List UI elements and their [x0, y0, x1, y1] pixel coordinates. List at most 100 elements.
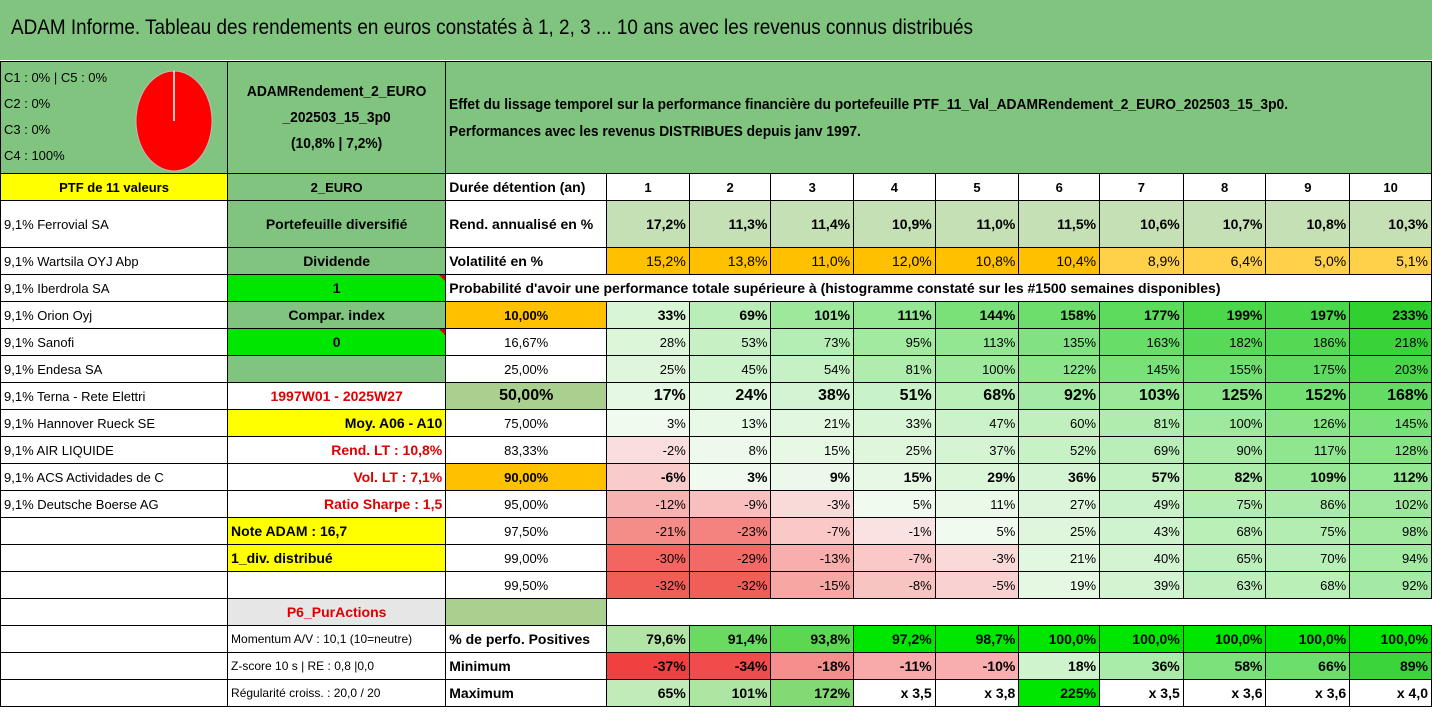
- min-label: Minimum: [445, 652, 608, 680]
- empty-cell: [0, 544, 229, 572]
- probability-value: 43%: [1099, 517, 1184, 545]
- probability-value: 86%: [1265, 490, 1351, 518]
- probability-row: 9,1% Terna - Rete Elettri 1997W01 - 2025W…: [0, 382, 1432, 410]
- probability-value: 11%: [934, 490, 1020, 518]
- probability-value: 100%: [934, 355, 1020, 383]
- holding-name: 9,1% Sanofi: [0, 328, 229, 356]
- holding-name: 9,1% Wartsila OYJ Abp: [0, 247, 229, 275]
- allocation-pie-chart: [135, 70, 213, 171]
- holding-name: 9,1% AIR LIQUIDE: [0, 436, 229, 464]
- probability-value: 15%: [853, 463, 936, 491]
- summary-metric: 1997W01 - 2025W27: [227, 382, 447, 410]
- probability-value: 199%: [1182, 301, 1267, 329]
- probability-value: 92%: [1018, 382, 1101, 410]
- summary-metric: Note ADAM : 16,7: [227, 517, 447, 545]
- summary-metric: [227, 355, 447, 383]
- probability-threshold: 16,67%: [445, 328, 608, 356]
- probability-value: 49%: [1099, 490, 1184, 518]
- min-value: 58%: [1182, 652, 1267, 680]
- year-header: 2: [688, 173, 772, 201]
- annualized-return-value: 10,3%: [1349, 200, 1432, 248]
- year-header: 8: [1182, 173, 1267, 201]
- probability-value: 81%: [1099, 409, 1184, 437]
- probability-value: 98%: [1349, 517, 1432, 545]
- max-value: x 4,0: [1349, 679, 1432, 707]
- summary-metric: Dividende: [227, 247, 447, 275]
- max-value: x 3,6: [1265, 679, 1351, 707]
- probability-value: 144%: [934, 301, 1020, 329]
- probability-value: 102%: [1349, 490, 1432, 518]
- probability-value: 100%: [1182, 409, 1267, 437]
- empty-cell: [0, 625, 229, 653]
- max-value: x 3,6: [1182, 679, 1267, 707]
- probability-value: 75%: [1182, 490, 1267, 518]
- probability-value: 125%: [1182, 382, 1267, 410]
- probability-value: 17%: [606, 382, 690, 410]
- probability-value: 8%: [688, 436, 772, 464]
- volatility-value: 5,0%: [1265, 247, 1351, 275]
- probability-value: 92%: [1349, 571, 1432, 599]
- probability-threshold: 99,00%: [445, 544, 608, 572]
- holding-name: 9,1% Deutsche Boerse AG: [0, 490, 229, 518]
- max-value: x 3,5: [1099, 679, 1184, 707]
- min-value: -11%: [853, 652, 936, 680]
- probability-value: -6%: [606, 463, 690, 491]
- probability-value: -7%: [770, 517, 855, 545]
- probability-value: -1%: [853, 517, 936, 545]
- probability-value: 94%: [1349, 544, 1432, 572]
- max-value: 101%: [688, 679, 772, 707]
- probability-value: 182%: [1182, 328, 1267, 356]
- year-header: 3: [770, 173, 855, 201]
- probability-title-row: 9,1% Iberdrola SA 1 Probabilité d'avoir un…: [0, 274, 1432, 302]
- probability-value: 168%: [1349, 382, 1432, 410]
- probability-value: 37%: [934, 436, 1020, 464]
- probability-threshold: 99,50%: [445, 571, 608, 599]
- summary-metric: Momentum A/V : 10,1 (10=neutre): [227, 625, 447, 653]
- probability-value: 75%: [1265, 517, 1351, 545]
- probability-value: 186%: [1265, 328, 1351, 356]
- currency-label: 2_EURO: [227, 173, 447, 201]
- probability-value: 177%: [1099, 301, 1184, 329]
- max-label: Maximum: [445, 679, 608, 707]
- probability-value: -9%: [688, 490, 772, 518]
- summary-metric: Ratio Sharpe : 1,5: [227, 490, 447, 518]
- probability-value: 15%: [770, 436, 855, 464]
- probability-row: 1_div. distribué 99,00% -30% -29% -13% -7% -3%…: [0, 544, 1432, 572]
- pos-value: 100,0%: [1349, 625, 1432, 653]
- volatility-value: 11,0%: [770, 247, 855, 275]
- pos-value: 100,0%: [1099, 625, 1184, 653]
- max-value: 172%: [770, 679, 855, 707]
- summary-metric: 0: [227, 328, 447, 356]
- annualized-return-value: 10,7%: [1182, 200, 1267, 248]
- year-header: 4: [853, 173, 936, 201]
- asset-class-line: C1 : 0% | C5 : 0%: [4, 69, 108, 85]
- probability-value: 9%: [770, 463, 855, 491]
- probability-value: 101%: [770, 301, 855, 329]
- portfolio-name-line: _202503_15_3p0: [282, 108, 391, 126]
- probability-value: 152%: [1265, 382, 1351, 410]
- probability-value: 82%: [1182, 463, 1267, 491]
- probability-value: -32%: [688, 571, 772, 599]
- probability-value: 13%: [688, 409, 772, 437]
- probability-value: -23%: [688, 517, 772, 545]
- probability-value: 53%: [688, 328, 772, 356]
- probability-value: 68%: [934, 382, 1020, 410]
- asset-class-block: C1 : 0% | C5 : 0% C2 : 0% C3 : 0% C4 : 100%: [0, 61, 229, 174]
- volatility-row: 9,1% Wartsila OYJ Abp Dividende Volatilité…: [0, 247, 1432, 275]
- year-header: 6: [1018, 173, 1101, 201]
- probability-value: 112%: [1349, 463, 1432, 491]
- holding-name: 9,1% Endesa SA: [0, 355, 229, 383]
- info-row: C1 : 0% | C5 : 0% C2 : 0% C3 : 0% C4 : 100%…: [0, 61, 1432, 174]
- probability-value: -3%: [934, 544, 1020, 572]
- probability-value: 90%: [1182, 436, 1267, 464]
- holding-name: 9,1% Orion Oyj: [0, 301, 229, 329]
- effect-description: Effet du lissage temporel sur la perform…: [445, 61, 1432, 174]
- probability-value: 233%: [1349, 301, 1432, 329]
- annualized-return-value: 11,0%: [934, 200, 1020, 248]
- probability-title: Probabilité d'avoir une performance tota…: [445, 274, 1432, 302]
- probability-value: -15%: [770, 571, 855, 599]
- probability-value: 47%: [934, 409, 1020, 437]
- probability-value: 39%: [1099, 571, 1184, 599]
- probability-value: 158%: [1018, 301, 1101, 329]
- probability-value: 65%: [1182, 544, 1267, 572]
